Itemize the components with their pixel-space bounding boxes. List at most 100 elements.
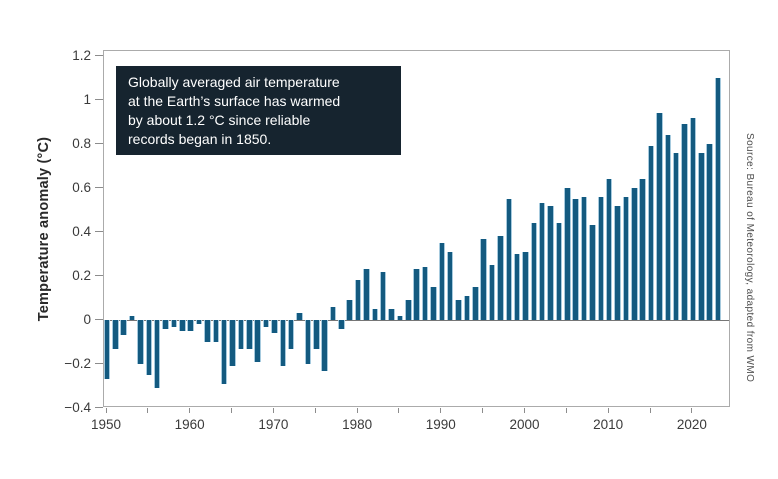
bar-1978 — [338, 320, 345, 329]
bar-1998 — [505, 199, 512, 320]
y-tick — [95, 362, 103, 364]
x-tick — [314, 407, 316, 413]
bar-2004 — [555, 223, 563, 320]
bar-2000 — [522, 251, 529, 320]
x-tick — [105, 407, 107, 413]
x-tick — [440, 407, 442, 413]
bar-1967 — [246, 320, 253, 349]
bar-2017 — [664, 135, 672, 320]
bar-2012 — [622, 196, 630, 320]
bar-2008 — [589, 225, 596, 320]
x-tick-label: 1990 — [425, 417, 456, 432]
x-tick-label: 2010 — [593, 417, 624, 432]
bar-1979 — [346, 300, 353, 320]
bar-1986 — [405, 300, 412, 320]
bar-2009 — [597, 196, 605, 320]
x-tick-label: 1950 — [90, 417, 122, 432]
x-tick — [649, 407, 651, 413]
bar-2018 — [672, 152, 680, 320]
y-tick-label: 0.8 — [72, 135, 91, 151]
bar-1995 — [480, 238, 487, 320]
annotation-box: Globally averaged air temperature at the… — [116, 66, 401, 155]
bar-1968 — [254, 320, 261, 362]
bar-2002 — [538, 203, 546, 320]
bar-2005 — [564, 188, 571, 320]
bar-2021 — [698, 152, 705, 320]
y-tick-label: 1.2 — [72, 47, 91, 63]
bar-1988 — [421, 267, 429, 320]
bar-1970 — [271, 320, 278, 334]
bar-1950 — [103, 320, 111, 380]
bar-2022 — [706, 144, 713, 320]
bar-2015 — [647, 146, 655, 320]
y-tick — [95, 186, 103, 188]
x-tick-label: 2020 — [676, 417, 707, 432]
bar-2020 — [689, 117, 697, 320]
bar-1987 — [413, 269, 420, 320]
bar-1977 — [329, 306, 337, 320]
x-tick — [691, 407, 693, 413]
bar-1959 — [179, 320, 186, 331]
zero-line — [104, 320, 729, 321]
y-tick — [95, 142, 103, 144]
y-tick-label: −0.4 — [64, 399, 91, 415]
bar-1972 — [287, 320, 295, 349]
bar-2016 — [656, 113, 663, 320]
x-tick — [565, 407, 567, 413]
bar-2013 — [631, 188, 638, 320]
bar-2011 — [614, 205, 621, 320]
source-label: Source: Bureau of Meteorology, adapted f… — [744, 133, 755, 383]
bar-1955 — [145, 320, 153, 375]
bar-1964 — [220, 320, 228, 384]
bar-1974 — [304, 320, 312, 364]
bar-1957 — [162, 320, 169, 329]
bar-1990 — [438, 243, 446, 320]
bar-2006 — [572, 199, 579, 320]
bar-1952 — [120, 320, 127, 336]
x-tick — [147, 407, 149, 413]
bar-2007 — [580, 196, 588, 320]
bar-1994 — [472, 287, 479, 320]
bar-1962 — [204, 320, 211, 342]
x-tick — [398, 407, 400, 413]
bar-1991 — [446, 251, 454, 320]
bar-1997 — [497, 236, 504, 320]
bar-1965 — [229, 320, 236, 367]
bar-2019 — [681, 124, 688, 320]
bar-1980 — [354, 280, 362, 320]
y-tick-label: 1 — [83, 91, 91, 107]
x-tick-label: 2000 — [509, 417, 540, 432]
bar-1989 — [430, 287, 437, 320]
x-tick — [524, 407, 525, 413]
bar-2023 — [714, 78, 722, 320]
bar-1996 — [488, 265, 496, 320]
y-tick-label: 0 — [83, 311, 91, 327]
y-tick — [95, 230, 103, 232]
x-tick — [231, 407, 233, 413]
bar-1973 — [296, 313, 303, 320]
bar-2003 — [547, 205, 554, 320]
bar-1963 — [212, 320, 220, 342]
y-tick — [95, 54, 103, 56]
bar-1983 — [379, 271, 387, 320]
bar-1961 — [195, 320, 203, 325]
bar-1976 — [321, 320, 328, 371]
bar-1966 — [237, 320, 245, 349]
bar-1971 — [279, 320, 287, 367]
bar-1992 — [455, 300, 462, 320]
bar-1969 — [262, 320, 270, 327]
bar-2014 — [639, 179, 646, 320]
y-tick — [95, 98, 103, 100]
plot-area — [103, 50, 730, 407]
bar-1981 — [363, 269, 370, 320]
bar-1954 — [137, 320, 144, 364]
x-tick — [189, 407, 191, 413]
bar-2001 — [530, 223, 538, 320]
bar-2010 — [605, 179, 613, 320]
bar-1975 — [313, 320, 320, 349]
x-tick-label: 1980 — [342, 417, 373, 432]
y-tick-label: 0.6 — [72, 179, 91, 195]
y-tick-label: −0.2 — [64, 355, 91, 371]
x-tick-label: 1960 — [174, 417, 205, 432]
